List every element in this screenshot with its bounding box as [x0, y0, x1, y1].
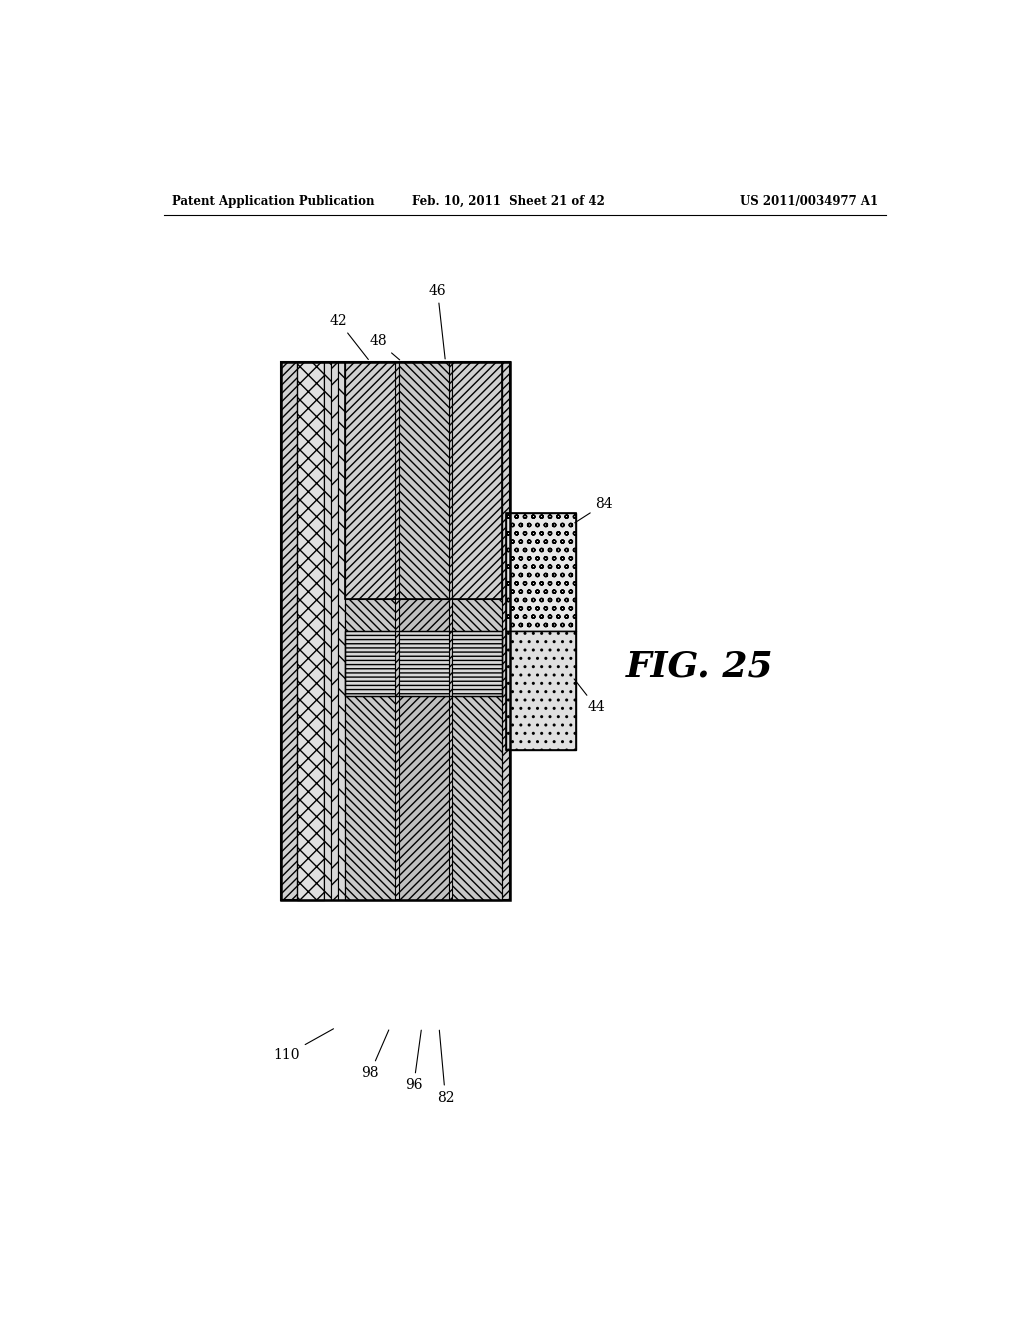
Text: 96: 96 [404, 1030, 423, 1093]
Bar [297, 362, 324, 900]
Text: Patent Application Publication: Patent Application Publication [172, 194, 374, 207]
Bar [506, 631, 575, 750]
Text: 42: 42 [330, 314, 369, 359]
Bar [506, 512, 575, 750]
Bar [398, 362, 449, 900]
Bar [452, 362, 502, 900]
Bar [398, 362, 449, 599]
Bar [324, 362, 331, 900]
Text: US 2011/0034977 A1: US 2011/0034977 A1 [739, 194, 878, 207]
Text: 46: 46 [429, 284, 446, 359]
Bar [452, 362, 502, 599]
Text: FIG. 25: FIG. 25 [626, 649, 773, 684]
Text: Feb. 10, 2011  Sheet 21 of 42: Feb. 10, 2011 Sheet 21 of 42 [413, 194, 605, 207]
Bar [282, 362, 510, 900]
Text: 44: 44 [574, 678, 605, 714]
Bar [345, 362, 502, 599]
Bar [345, 362, 502, 900]
Text: 48: 48 [370, 334, 399, 360]
Bar [345, 362, 395, 900]
Bar [345, 631, 502, 696]
Text: 82: 82 [436, 1030, 455, 1105]
Bar [452, 631, 502, 696]
Bar [345, 631, 395, 696]
Bar [331, 362, 338, 900]
Bar [338, 362, 345, 900]
Text: 110: 110 [273, 1028, 334, 1061]
Bar [506, 512, 575, 631]
Text: 98: 98 [361, 1030, 389, 1080]
Bar [398, 631, 449, 696]
Bar [345, 362, 395, 599]
Bar [282, 362, 510, 900]
Text: 84: 84 [574, 496, 613, 523]
